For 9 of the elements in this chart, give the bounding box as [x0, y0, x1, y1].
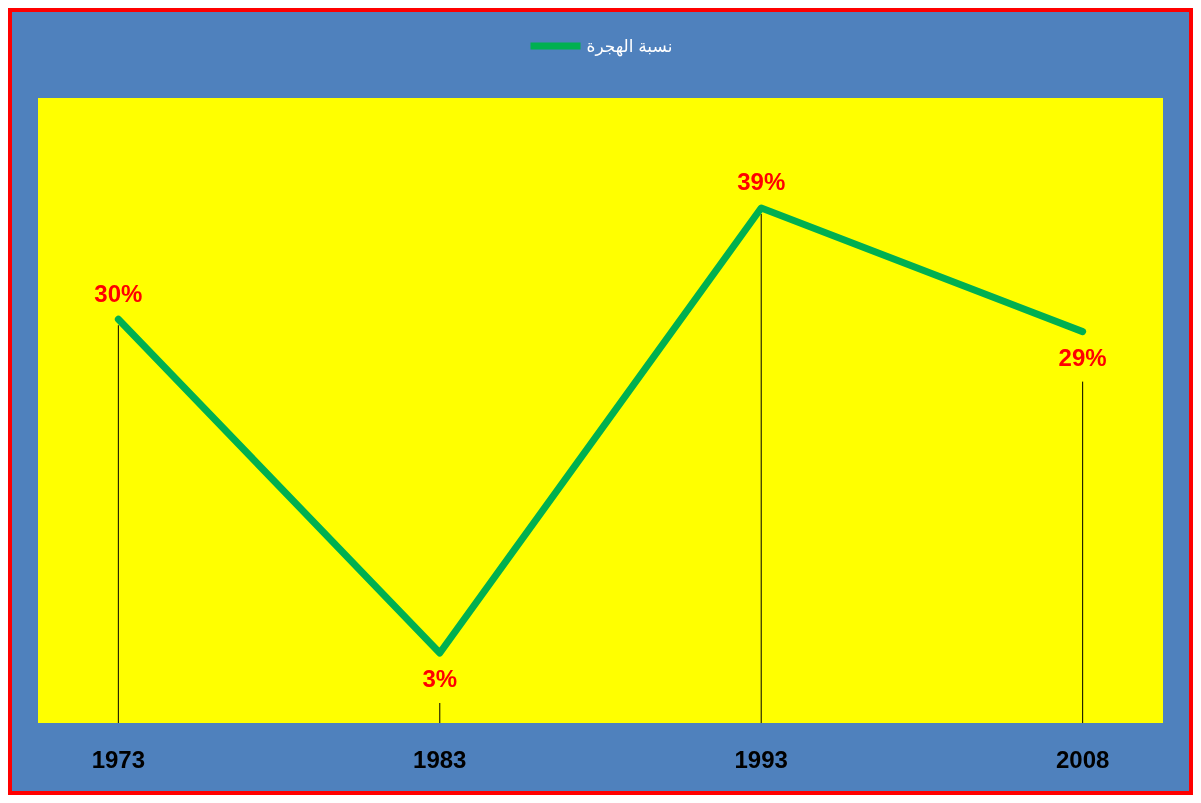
x-tick-label: 1973 — [91, 746, 146, 773]
data-label: 3% — [422, 665, 458, 693]
x-tick-label: 1993 — [734, 746, 788, 773]
x-tick-label: 1983 — [413, 746, 467, 773]
data-label: 29% — [1058, 344, 1107, 372]
data-label: 39% — [737, 168, 786, 196]
data-label: 30% — [94, 279, 143, 307]
legend-label: نسبة الهجرة — [586, 36, 673, 57]
x-tick-label: 2008 — [1055, 746, 1110, 773]
